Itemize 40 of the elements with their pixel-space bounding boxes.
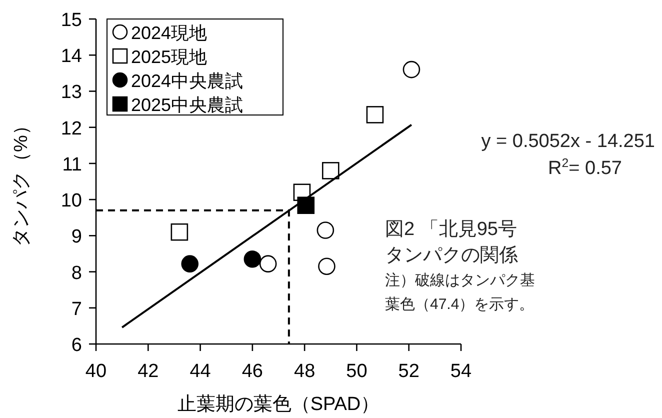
y-tick-label: 14 xyxy=(60,46,82,68)
text: y = 0.5052x - 14.251 xyxy=(481,131,655,152)
text: R$^{2}$= 0.57 xyxy=(548,156,622,179)
point xyxy=(322,162,340,180)
x-tick-label: 46 xyxy=(242,361,263,382)
annotation: 葉色（47.4）を示す。 xyxy=(385,296,534,313)
y-axis-title: タンパク（%） xyxy=(11,116,32,247)
y-tick-label: 8 xyxy=(71,262,82,284)
point xyxy=(366,106,384,124)
y-tick-label: 10 xyxy=(60,190,82,212)
x-tick-label: 50 xyxy=(346,361,368,382)
annotation: 図2 「北見95号 xyxy=(385,219,517,240)
y-tick-label: 13 xyxy=(60,82,82,104)
y-tick-label: 15 xyxy=(60,10,82,31)
point xyxy=(318,258,336,276)
legend-label: 2024中央農試 xyxy=(131,71,244,91)
legend-label: 2025中央農試 xyxy=(131,95,244,115)
y-tick-label: 7 xyxy=(71,298,82,320)
x-axis-title: 止葉期の葉色（SPAD） xyxy=(177,394,380,415)
x-tick-label: 40 xyxy=(85,361,107,382)
point xyxy=(244,250,262,268)
x-tick-label: 44 xyxy=(190,361,212,382)
annotation: タンパクの関係 xyxy=(385,245,518,266)
annotation: 注）破線はタンパク基 xyxy=(385,272,535,289)
point xyxy=(297,196,315,214)
point xyxy=(259,255,277,272)
y-tick-label: 6 xyxy=(71,335,82,356)
x-tick-label: 52 xyxy=(398,361,420,382)
x-tick-label: 42 xyxy=(138,361,159,382)
legend-label: 2024現地 xyxy=(131,23,208,43)
x-tick-label: 48 xyxy=(294,361,316,382)
point xyxy=(402,60,420,78)
x-tick-label: 54 xyxy=(450,361,472,382)
point xyxy=(316,222,334,239)
point xyxy=(181,255,199,272)
y-tick-label: 12 xyxy=(60,118,82,140)
y-tick-label: 11 xyxy=(62,154,82,176)
legend-label: 2025現地 xyxy=(131,47,208,67)
y-tick-label: 9 xyxy=(71,226,82,248)
point xyxy=(170,223,188,241)
